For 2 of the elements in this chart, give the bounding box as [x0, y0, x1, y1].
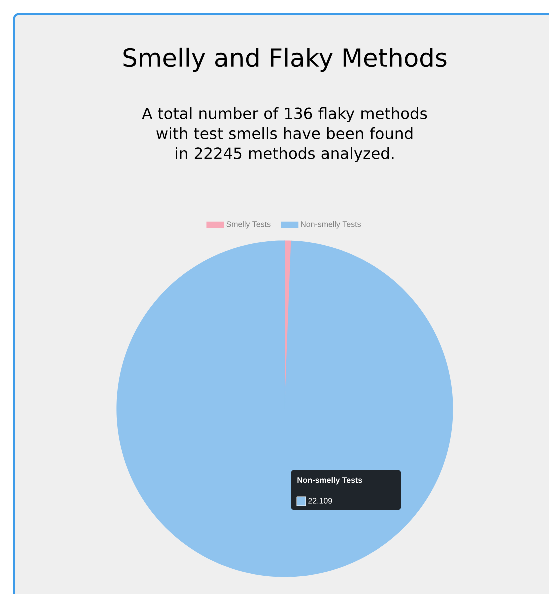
chart-title: Smelly and Flaky Methods: [124, 48, 447, 72]
chart-subtitle: A total number of 136 flaky methods with test smells have been found in 22245 methods analyzed.: [142, 108, 428, 162]
